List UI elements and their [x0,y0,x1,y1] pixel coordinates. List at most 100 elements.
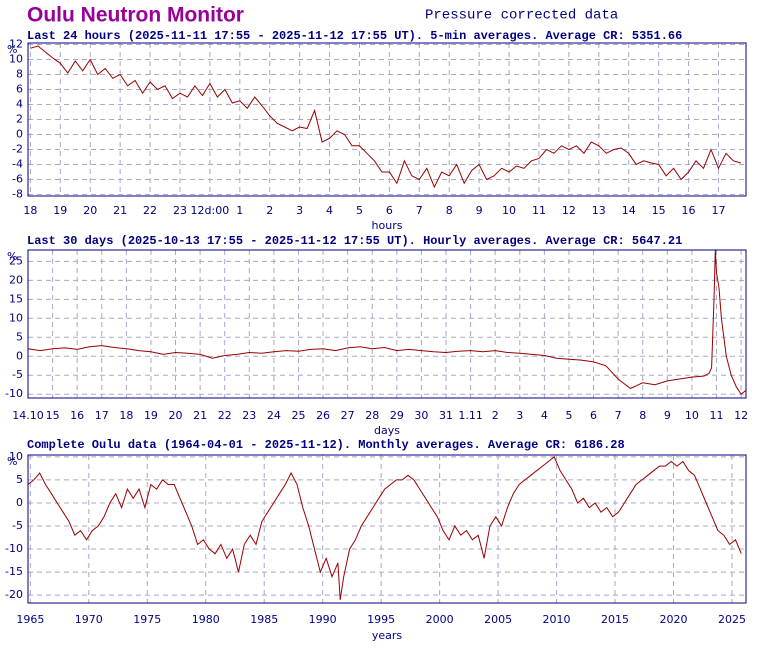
x-tick-label: 20 [169,409,183,422]
x-tick-label: 24 [267,409,281,422]
y-tick-label: 5 [16,330,23,343]
x-tick-label: 22 [143,204,157,217]
x-tick-label: 1 [236,204,243,217]
x-tick-label: 5 [565,409,572,422]
chart-title: Last 24 hours (2025-11-11 17:55 - 2025-1… [27,29,682,43]
x-tick-label: 1990 [309,613,337,626]
plot-frame [27,454,747,604]
x-tick-label: 8 [639,409,646,422]
x-tick-label: 28 [365,409,379,422]
x-tick-label: 2010 [543,613,571,626]
x-tick-label: 16 [682,204,696,217]
x-tick-label: 13 [592,204,606,217]
x-tick-label: 15 [652,204,666,217]
x-tick-label: 1970 [75,613,103,626]
y-tick-label: 4 [16,98,23,111]
y-tick-label: 5 [16,473,23,486]
y-tick-label: 10 [9,53,23,66]
y-tick-label: 10 [9,450,23,463]
x-tick-label: 2 [266,204,273,217]
y-tick-label: 12 [9,38,23,51]
y-axis-label: % [7,455,17,468]
x-tick-label: 17 [711,204,725,217]
x-tick-label: 9 [664,409,671,422]
y-tick-label: 25 [9,254,23,267]
y-tick-label: -5 [12,519,23,532]
x-tick-label: 2 [492,409,499,422]
x-tick-label: 1975 [133,613,161,626]
x-tick-label: 19 [144,409,158,422]
data-line [27,249,747,395]
y-tick-label: -5 [12,368,23,381]
x-tick-label: 3 [296,204,303,217]
y-tick-label: 20 [9,273,23,286]
plot-frame [27,42,747,197]
y-tick-label: -6 [12,173,23,186]
y-tick-label: -10 [5,542,23,555]
x-tick-label: 1.11 [458,409,483,422]
x-tick-label: 1965 [16,613,44,626]
y-tick-label: 0 [16,496,23,509]
y-axis-label: % [7,250,17,263]
x-tick-label: 18 [119,409,133,422]
y-tick-label: -2 [12,143,23,156]
x-tick-label: 29 [390,409,404,422]
x-tick-label: 15 [46,409,60,422]
x-tick-label: 1985 [250,613,278,626]
x-tick-label: 5 [356,204,363,217]
data-line [30,45,742,189]
y-tick-label: -15 [5,565,23,578]
y-axis-label: % [7,43,17,56]
x-tick-label: 3 [516,409,523,422]
x-tick-label: 10 [502,204,516,217]
x-axis-label: hours [372,219,403,232]
y-tick-label: 0 [16,349,23,362]
x-tick-label: 30 [414,409,428,422]
y-tick-label: -20 [5,588,23,601]
x-tick-label: 17 [95,409,109,422]
x-tick-label: 14 [622,204,636,217]
x-tick-label: 6 [590,409,597,422]
x-tick-label: 21 [193,409,207,422]
y-tick-label: 10 [9,311,23,324]
x-tick-label: 2025 [718,613,746,626]
x-tick-label: 19 [53,204,67,217]
x-tick-label: 27 [341,409,355,422]
x-tick-label: 31 [439,409,453,422]
chart-title: Last 30 days (2025-10-13 17:55 - 2025-11… [27,234,682,248]
chart-title: Complete Oulu data (1964-04-01 - 2025-11… [27,438,625,452]
y-tick-label: -10 [5,387,23,400]
page-title: Oulu Neutron Monitor [27,4,244,27]
x-tick-label: 16 [70,409,84,422]
x-tick-label: 21 [113,204,127,217]
x-tick-label: 11 [532,204,546,217]
x-tick-label: 2015 [601,613,629,626]
x-tick-label: 2020 [659,613,687,626]
x-tick-label: 2000 [426,613,454,626]
x-tick-label: 18 [23,204,37,217]
x-axis-label: years [372,629,403,642]
y-tick-label: 15 [9,292,23,305]
x-tick-label: 9 [476,204,483,217]
x-tick-label: 26 [316,409,330,422]
x-tick-label: 8 [446,204,453,217]
y-tick-label: 0 [16,128,23,141]
x-tick-label: 12d:00 [191,204,230,217]
x-tick-label: 1980 [192,613,220,626]
x-tick-label: 11 [709,409,723,422]
x-axis-label: days [374,424,400,437]
y-tick-label: 2 [16,113,23,126]
x-tick-label: 10 [685,409,699,422]
x-tick-label: 6 [386,204,393,217]
x-tick-label: 4 [541,409,548,422]
x-tick-label: 1995 [367,613,395,626]
x-tick-label: 2005 [484,613,512,626]
y-tick-label: -4 [12,158,23,171]
x-tick-label: 4 [326,204,333,217]
x-tick-label: 7 [416,204,423,217]
data-line [27,455,742,600]
x-tick-label: 23 [173,204,187,217]
y-tick-label: 6 [16,83,23,96]
plot-frame [27,249,747,399]
x-tick-label: 7 [615,409,622,422]
